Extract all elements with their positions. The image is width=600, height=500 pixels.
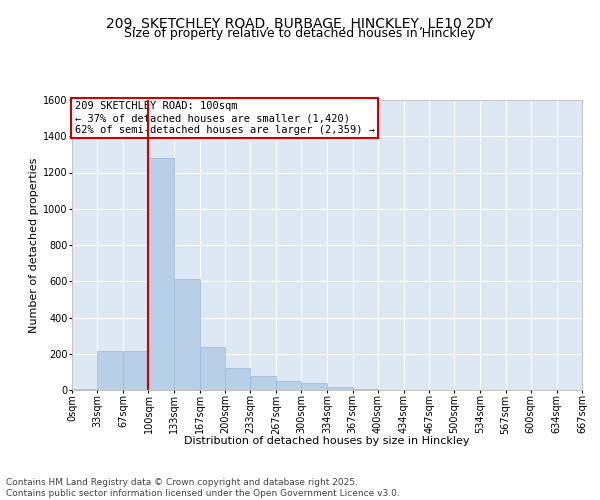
Bar [173, 280, 200, 390]
Bar [97, 351, 123, 390]
Bar [250, 376, 276, 390]
Bar [301, 383, 328, 390]
Bar [72, 389, 97, 390]
Text: 209 SKETCHLEY ROAD: 100sqm
← 37% of detached houses are smaller (1,420)
62% of s: 209 SKETCHLEY ROAD: 100sqm ← 37% of deta… [74, 102, 374, 134]
Bar [276, 381, 301, 390]
Y-axis label: Number of detached properties: Number of detached properties [29, 158, 39, 332]
Bar [353, 389, 378, 390]
Text: 209, SKETCHLEY ROAD, BURBAGE, HINCKLEY, LE10 2DY: 209, SKETCHLEY ROAD, BURBAGE, HINCKLEY, … [106, 18, 494, 32]
Bar [200, 348, 225, 390]
Bar [123, 351, 148, 390]
X-axis label: Distribution of detached houses by size in Hinckley: Distribution of detached houses by size … [184, 436, 470, 446]
Text: Size of property relative to detached houses in Hinckley: Size of property relative to detached ho… [124, 28, 476, 40]
Text: Contains HM Land Registry data © Crown copyright and database right 2025.
Contai: Contains HM Land Registry data © Crown c… [6, 478, 400, 498]
Bar [148, 158, 173, 390]
Bar [328, 386, 353, 390]
Bar [225, 368, 250, 390]
